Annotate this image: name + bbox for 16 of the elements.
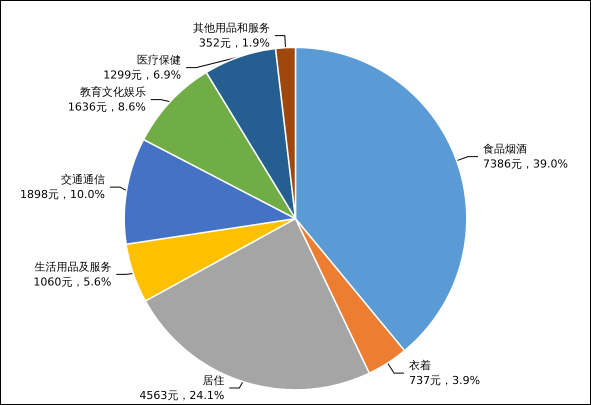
slice-label: 食品烟酒: [482, 142, 527, 156]
slice-label: 教育文化娱乐: [80, 86, 146, 99]
slice-label: 交通通信: [60, 173, 105, 186]
data-label: 352元，1.9%: [198, 36, 270, 50]
data-label: 1060元，5.6%: [33, 275, 112, 288]
slice-label: 生活用品及服务: [34, 260, 112, 274]
data-label: 7386元，39.0%: [482, 158, 568, 171]
data-label: 4563元，24.1%: [139, 389, 224, 402]
data-label: 1299元，6.9%: [103, 68, 182, 82]
data-label: 1636元，8.6%: [68, 100, 146, 114]
data-label: 1898元，10.0%: [20, 188, 105, 202]
slice-label: 居住: [202, 374, 224, 387]
slice-label: 其他用品和服务: [192, 22, 270, 35]
slice-label: 医疗保健: [137, 54, 182, 67]
slice-label: 衣着: [409, 359, 432, 372]
data-label: 737元，3.9%: [409, 374, 480, 388]
